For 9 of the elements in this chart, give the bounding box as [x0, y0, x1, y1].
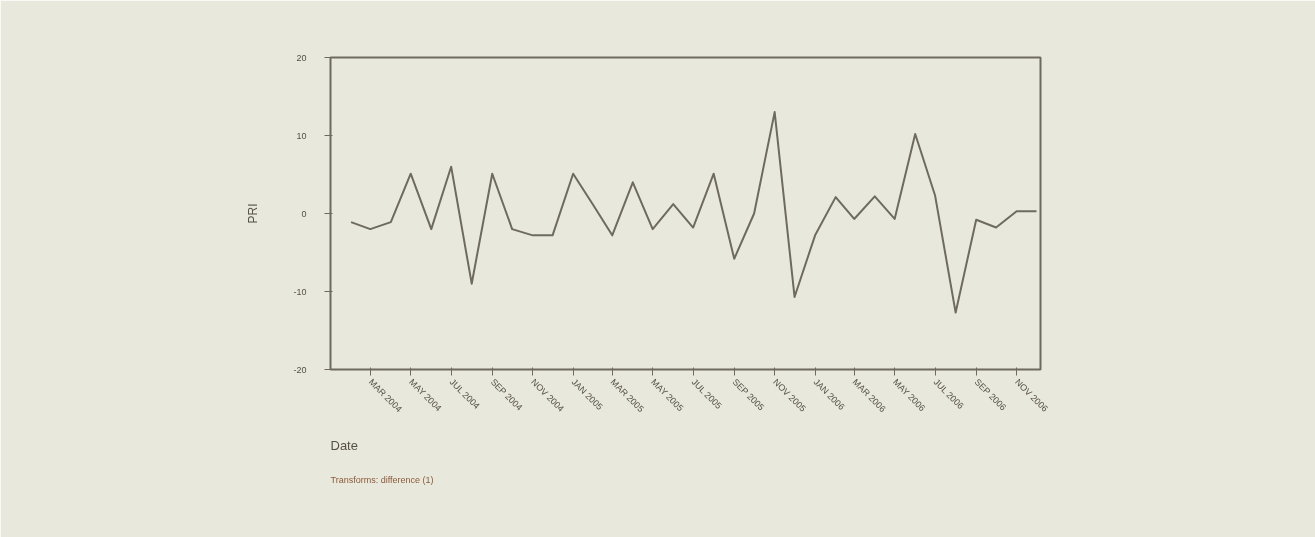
- text: Transforms: difference (1): [330, 474, 434, 485]
- y-tick-label: 0: [301, 208, 307, 219]
- y-tick-label: 10: [296, 130, 307, 141]
- y-axis-title: PRI: [246, 203, 261, 224]
- x-axis-title: Date: [330, 437, 358, 453]
- y-tick-label: -10: [293, 286, 307, 297]
- y-tick-label: 20: [296, 52, 307, 63]
- line-series: [350, 111, 1038, 314]
- y-tick-label: -20: [293, 364, 307, 375]
